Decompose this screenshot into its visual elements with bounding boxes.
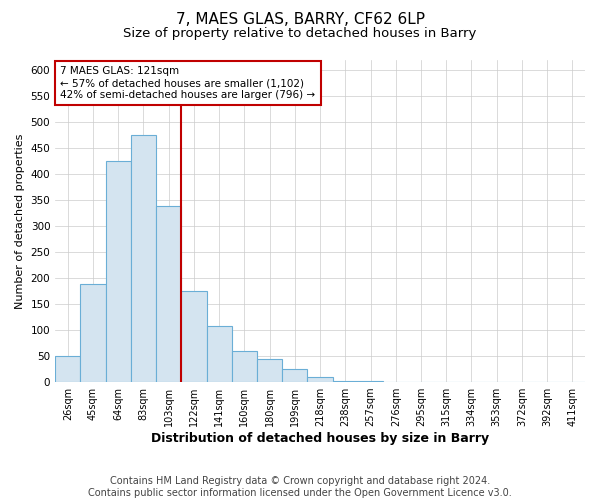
Text: 7, MAES GLAS, BARRY, CF62 6LP: 7, MAES GLAS, BARRY, CF62 6LP: [176, 12, 425, 28]
Bar: [156, 206, 181, 382]
Y-axis label: Number of detached properties: Number of detached properties: [15, 134, 25, 308]
X-axis label: Distribution of detached houses by size in Barry: Distribution of detached houses by size …: [151, 432, 489, 445]
Bar: [257, 359, 282, 382]
Bar: [358, 381, 383, 382]
Bar: [106, 162, 131, 382]
Bar: [206, 326, 232, 382]
Bar: [232, 351, 257, 382]
Bar: [80, 284, 106, 382]
Bar: [332, 380, 358, 382]
Bar: [131, 136, 156, 382]
Text: Size of property relative to detached houses in Barry: Size of property relative to detached ho…: [124, 28, 476, 40]
Bar: [307, 377, 332, 382]
Text: 7 MAES GLAS: 121sqm
← 57% of detached houses are smaller (1,102)
42% of semi-det: 7 MAES GLAS: 121sqm ← 57% of detached ho…: [61, 66, 316, 100]
Bar: [282, 369, 307, 382]
Bar: [181, 291, 206, 382]
Text: Contains HM Land Registry data © Crown copyright and database right 2024.
Contai: Contains HM Land Registry data © Crown c…: [88, 476, 512, 498]
Bar: [55, 356, 80, 382]
